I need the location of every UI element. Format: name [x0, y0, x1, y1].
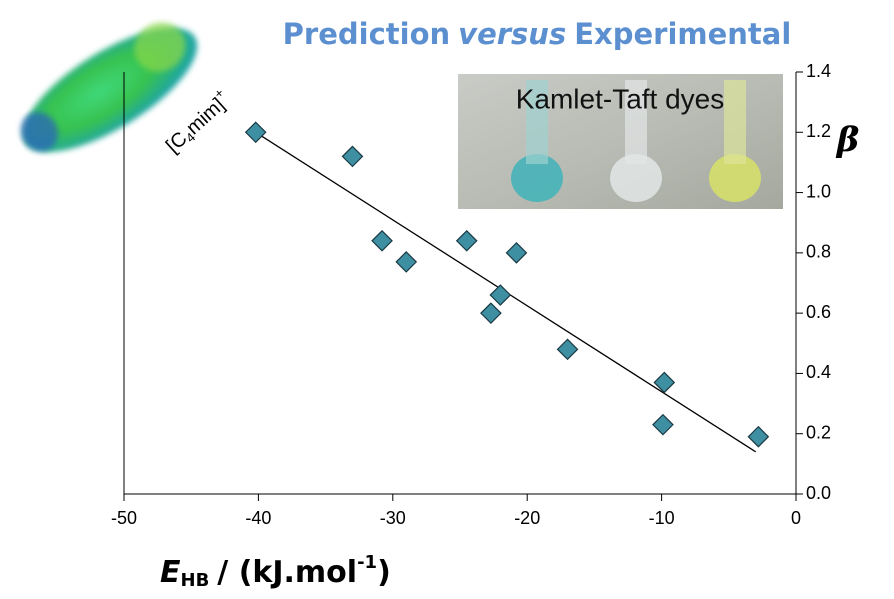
x-axis-label: EHB / (kJ.mol-1)	[160, 552, 391, 591]
data-point	[490, 285, 510, 305]
data-point	[558, 339, 578, 359]
data-point	[506, 243, 526, 263]
annotation: [C4mim]+	[159, 85, 236, 159]
x-tick-label: -40	[245, 508, 271, 528]
data-point	[246, 122, 266, 142]
inset-photo: Kamlet-Taft dyes	[458, 74, 783, 209]
y-tick-label: 1.2	[806, 121, 831, 141]
y-tick-label: 1.4	[806, 61, 831, 81]
data-point	[396, 252, 416, 272]
data-point	[342, 146, 362, 166]
y-axis-label: β	[835, 120, 860, 160]
data-point	[481, 303, 501, 323]
x-tick-label: -50	[111, 508, 137, 528]
y-tick-label: 0.6	[806, 302, 831, 322]
x-tick-label: -20	[514, 508, 540, 528]
x-label-subscript: HB	[181, 570, 210, 591]
chart: Kamlet-Taft dyes PredictionversusExperim…	[0, 0, 894, 599]
y-tick-label: 0.0	[806, 483, 831, 503]
x-label-exponent: -1	[357, 552, 377, 573]
title-part: Experimental	[574, 17, 791, 51]
data-point	[372, 231, 392, 251]
y-tick-label: 1.0	[806, 181, 831, 201]
y-tick-label: 0.2	[806, 422, 831, 442]
x-label-unit: / (kJ.mol	[217, 555, 357, 590]
x-tick-label: -30	[380, 508, 406, 528]
title-emphasis: versus	[458, 17, 566, 51]
data-point	[457, 231, 477, 251]
title-part: Prediction	[283, 17, 451, 51]
y-tick-label: 0.4	[806, 362, 831, 382]
x-tick-label: -10	[649, 508, 675, 528]
x-tick-label: 0	[791, 508, 801, 528]
y-tick-label: 0.8	[806, 242, 831, 262]
x-label-close: )	[377, 555, 391, 590]
data-point	[748, 427, 768, 447]
inset-label: Kamlet-Taft dyes	[516, 83, 725, 114]
x-label-symbol: E	[160, 555, 181, 590]
data-point	[653, 415, 673, 435]
